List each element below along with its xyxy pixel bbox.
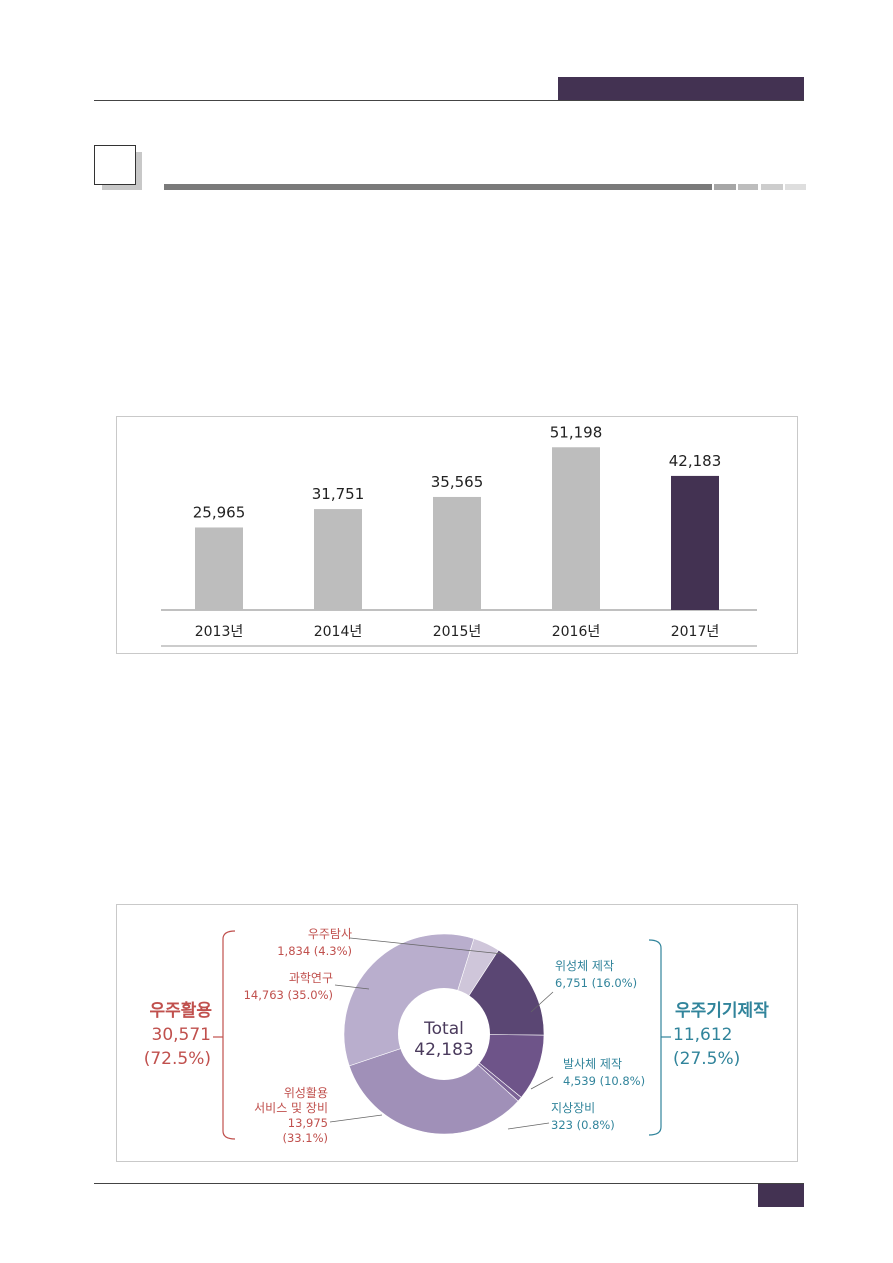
- label-space-exploration-value: 1,834 (4.3%): [277, 944, 352, 958]
- section-marker-box: [94, 145, 136, 185]
- bar-value-label: 42,183: [669, 452, 722, 470]
- donut-hole: [398, 988, 490, 1080]
- header-rule: [94, 100, 804, 101]
- label-satellite-mfg-name: 위성체 제작: [555, 959, 614, 973]
- label-satellite-service-line4: (33.1%): [282, 1131, 328, 1145]
- leader-line: [334, 984, 370, 990]
- label-launcher-mfg-name: 발사체 제작: [563, 1057, 622, 1071]
- bar-2015년: [433, 496, 481, 610]
- label-science-research-name: 과학연구: [289, 971, 333, 985]
- bar-value-label: 51,198: [550, 423, 603, 441]
- leader-line: [530, 991, 554, 1013]
- bar-chart-panel: 25,965 2013년 31,751 2014년 35,565 2015년 51,198 2…: [116, 416, 798, 654]
- group-right-name: 우주기기제작: [675, 1001, 769, 1021]
- x-tick-label: 2017년: [671, 624, 720, 640]
- group-right-value: 11,612: [673, 1025, 732, 1045]
- header-tab: [558, 77, 804, 100]
- bar-value-label: 31,751: [312, 485, 365, 503]
- label-launcher-mfg-value: 4,539 (10.8%): [563, 1074, 645, 1088]
- label-science-research-value: 14,763 (35.0%): [244, 988, 333, 1002]
- left-group-bracket: [222, 930, 236, 1140]
- donut-center-value: 42,183: [414, 1040, 473, 1060]
- bar-value-label: 25,965: [193, 503, 246, 521]
- section-bar-segment: [738, 184, 758, 190]
- donut-chart-panel: Total 42,183 우주탐사 1,834 (4.3%) 과학연구 14,7…: [116, 904, 798, 1162]
- leader-line: [329, 1114, 383, 1123]
- label-satellite-service-line2: 서비스 및 장비: [254, 1101, 328, 1115]
- group-left-name: 우주활용: [149, 1000, 212, 1021]
- bar-2016년: [552, 447, 600, 610]
- group-left-pct: (72.5%): [144, 1049, 211, 1069]
- label-space-exploration-name: 우주탐사: [308, 927, 352, 941]
- x-tick-label: 2013년: [195, 624, 244, 640]
- label-satellite-mfg-value: 6,751 (16.0%): [555, 976, 637, 990]
- section-bar-segment: [714, 184, 736, 190]
- leader-line: [507, 1122, 550, 1130]
- section-bar-segment: [785, 184, 806, 190]
- bar-2013년: [195, 527, 243, 610]
- x-tick-label: 2014년: [314, 624, 363, 640]
- label-satellite-service-line1: 위성활용: [284, 1086, 328, 1100]
- donut-center-label: Total: [423, 1019, 464, 1039]
- donut-chart: Total 42,183 우주탐사 1,834 (4.3%) 과학연구 14,7…: [144, 927, 769, 1145]
- leader-line: [349, 937, 504, 955]
- footer-page-tab: [758, 1184, 804, 1207]
- bar-2014년: [314, 509, 362, 610]
- x-tick-label: 2016년: [552, 624, 601, 640]
- section-bar-segment: [761, 184, 783, 190]
- leader-line: [530, 1076, 554, 1090]
- label-ground-equipment-value: 323 (0.8%): [551, 1118, 615, 1132]
- label-satellite-service-line3: 13,975: [288, 1116, 328, 1130]
- bar-2017년: [671, 475, 719, 610]
- label-ground-equipment-name: 지상장비: [551, 1101, 595, 1115]
- slice-위성활용-서비스-및-장비: [348, 1033, 519, 1135]
- group-left-value: 30,571: [152, 1025, 211, 1045]
- section-title-bar: [164, 184, 712, 190]
- bar-value-label: 35,565: [431, 473, 484, 491]
- footer-rule: [94, 1183, 804, 1184]
- bar-chart: 25,965 2013년 31,751 2014년 35,565 2015년 51,198 2…: [161, 423, 757, 647]
- x-tick-label: 2015년: [433, 624, 482, 640]
- group-right-pct: (27.5%): [673, 1049, 740, 1069]
- right-group-bracket: [648, 939, 662, 1136]
